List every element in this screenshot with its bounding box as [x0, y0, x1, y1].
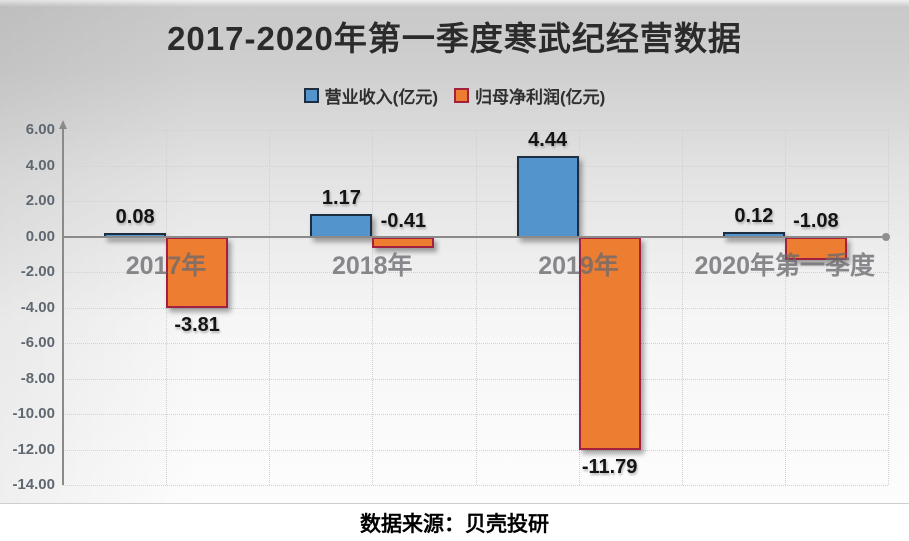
y-axis-tick-label: 2.00: [25, 192, 55, 209]
y-axis-tick-label: -6.00: [20, 334, 55, 351]
y-axis-tick-label: -8.00: [20, 369, 55, 387]
value-label: -1.08: [793, 209, 839, 232]
y-axis-tick-label: 0.00: [25, 227, 55, 245]
value-label: 0.08: [115, 206, 155, 229]
x-axis-line: [63, 235, 882, 238]
y-axis-tick-label: -4.00: [20, 298, 55, 316]
v-gridline: [681, 130, 683, 485]
plot-area: 6.00 4.00 2.00 0.00 -2.00 -4.00 -6.00 -8.00 -10.…: [12, 120, 890, 493]
legend-item-net-profit: 归母净利润(亿元): [454, 83, 605, 108]
value-label: 0.12: [734, 205, 774, 228]
v-gridline: [372, 130, 374, 485]
chart-title: 2017-2020年第一季度寒武纪经营数据: [167, 20, 742, 57]
legend-item-revenue: 营业收入(亿元): [303, 83, 438, 108]
net-profit-bar: [578, 236, 641, 450]
net-profit-swatch-icon: [454, 88, 469, 103]
value-label: -3.81: [174, 314, 220, 337]
value-label: 1.17: [321, 186, 361, 209]
net-profit-bar: [166, 236, 229, 309]
y-axis-tick-label: 6.00: [25, 121, 55, 138]
v-gridline: [475, 130, 477, 485]
net-profit-bar: [372, 236, 435, 248]
h-gridline: [63, 485, 888, 486]
legend-label-net-profit: 归母净利润(亿元): [475, 88, 606, 107]
chart-area: 2017-2020年第一季度寒武纪经营数据 营业收入(亿元) 归母净利润(亿元)…: [0, 0, 909, 504]
value-label: -0.41: [380, 209, 427, 232]
y-axis-tick-label: -14.00: [12, 476, 55, 493]
category-label: 2019年: [538, 251, 619, 280]
x-axis-end-dot-icon: [882, 232, 890, 241]
y-axis-tick-label: -10.00: [12, 405, 55, 422]
legend-label-revenue: 营业收入(亿元): [324, 88, 438, 107]
y-axis-tick-label: 4.00: [25, 156, 55, 174]
value-label: 4.44: [528, 128, 568, 151]
v-gridline: [784, 130, 786, 485]
y-axis-tick-label: -2.00: [20, 263, 55, 280]
legend: 营业收入(亿元) 归母净利润(亿元): [0, 83, 909, 108]
v-gridline: [888, 130, 889, 485]
value-label: -11.79: [581, 455, 638, 478]
revenue-bar: [516, 155, 579, 239]
v-gridline: [269, 130, 271, 485]
source-note: 数据来源：贝壳投研: [0, 504, 909, 541]
y-axis-arrow-icon: [59, 120, 67, 129]
category-label: 2020年第一季度: [694, 251, 876, 280]
net-profit-bar: [784, 236, 847, 260]
category-label: 2017年: [125, 251, 207, 280]
category-label: 2018年: [331, 251, 413, 280]
revenue-swatch-icon: [303, 88, 319, 103]
y-axis-line: [62, 128, 64, 485]
y-axis-tick-label: -12.00: [12, 440, 55, 458]
